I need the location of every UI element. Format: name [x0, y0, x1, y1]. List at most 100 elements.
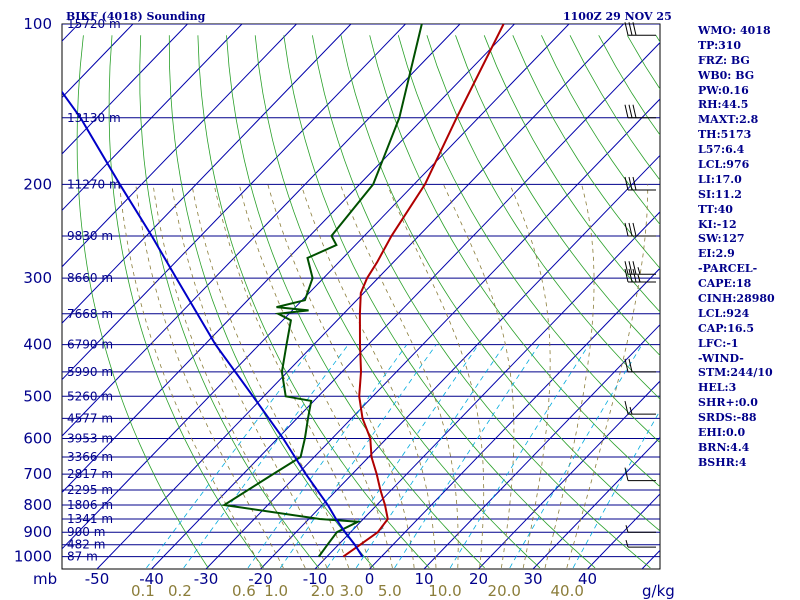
wind-barb-flag: [632, 176, 637, 191]
moist-adiabat: [213, 184, 371, 569]
wind-barb: [624, 22, 656, 36]
index-row: WMO: 4018: [698, 24, 771, 37]
index-row: -PARCEL-: [698, 262, 758, 276]
isotherm-line: [62, 24, 461, 437]
mixing-ratio-line: [394, 344, 540, 569]
moist-adiabat: [566, 184, 649, 569]
moist-adiabat: [443, 184, 515, 568]
wind-barb-flag: [632, 22, 637, 36]
dry-adiabat: [197, 35, 430, 569]
height-label: 3953 m: [67, 431, 113, 445]
dry-adiabat: [483, 35, 660, 313]
height-label: 2817 m: [67, 467, 113, 481]
wind-barb-flag: [624, 222, 629, 237]
index-row: MAXT:2.8: [698, 113, 759, 127]
wind-barb-flag: [624, 176, 629, 191]
index-row: WB0: BG: [698, 68, 755, 82]
temperature-tick-label: -20: [248, 570, 273, 588]
temperature-tick-label: 40: [578, 570, 597, 588]
height-label: 8660 m: [67, 271, 113, 285]
index-row: LCL:924: [698, 306, 750, 320]
pressure-tick-label: 300: [23, 269, 52, 287]
wind-barb: [624, 222, 656, 237]
temperature-tick-label: -10: [303, 570, 328, 588]
index-row: BSHR:4: [698, 455, 747, 469]
temperature-tick-label: 10: [414, 570, 433, 588]
mixing-ratio-line: [509, 344, 643, 569]
wind-barb-half-flag: [637, 274, 641, 283]
height-label: 87 m: [67, 550, 98, 564]
moist-adiabat: [300, 184, 437, 568]
wind-barb-flag: [628, 176, 633, 191]
wind-barb: [624, 176, 656, 191]
index-row: -WIND-: [698, 351, 744, 365]
index-row: CAPE:18: [698, 277, 752, 291]
indices-panel: WMO: 4018 TP:310 FRZ: BG WB0: BG PW:0.16 RH:4…: [698, 24, 800, 471]
isotherm-line: [62, 24, 352, 324]
index-row: KI:-12: [698, 217, 737, 231]
wind-barb-flag: [624, 467, 629, 481]
temperature-tick-label: -30: [194, 570, 219, 588]
index-row: CINH:28980: [698, 292, 775, 306]
mixing-ratio-label: 5.0: [378, 582, 402, 600]
wind-barb-flag: [624, 22, 629, 36]
mixing-ratio-line: [355, 344, 505, 569]
moist-adiabat: [152, 184, 306, 569]
dry-adiabat: [340, 35, 660, 532]
dry-adiabat: [312, 35, 651, 569]
mixing-ratio-line: [326, 344, 479, 569]
height-label: 1806 m: [67, 498, 113, 512]
moist-adiabat: [544, 184, 595, 569]
index-row: LFC:-1: [698, 336, 739, 350]
dry-adiabat: [76, 35, 209, 569]
moist-adiabat: [386, 184, 485, 568]
dry-adiabat: [283, 35, 596, 569]
wind-barb-flag: [628, 261, 633, 275]
isotherm-line: [62, 24, 243, 212]
moist-adiabat: [509, 184, 551, 568]
wind-barb-flag: [628, 104, 633, 118]
index-row: SI:11.2: [698, 187, 742, 201]
index-row: CAP:16.5: [698, 321, 755, 335]
height-label: 4577 m: [67, 411, 113, 425]
isotherm-line: [423, 323, 660, 569]
isotherm-line: [369, 267, 660, 569]
wind-barb: [624, 268, 656, 283]
wind-barb-half-flag: [637, 267, 641, 275]
chart-valid-time: 1100Z 29 NOV 25: [563, 10, 672, 23]
dry-adiabat: [512, 35, 660, 269]
wind-barb: [624, 104, 656, 119]
mixing-ratio-units: g/kg: [642, 582, 675, 600]
index-row: LI:17.0: [698, 172, 742, 186]
wind-barb: [625, 525, 656, 533]
index-row: RH:44.5: [698, 98, 749, 112]
isotherm-line: [62, 24, 406, 381]
moist-adiabat: [267, 184, 415, 568]
isotherm-line: [62, 24, 515, 494]
index-row: BRN:4.4: [698, 440, 750, 454]
wind-barb-flag: [624, 400, 629, 415]
sounding-profiles: [62, 24, 505, 558]
mixing-ratio-label: 2.0: [311, 582, 335, 600]
index-row: SHR+:0.0: [698, 396, 758, 410]
wind-barbs: [624, 22, 656, 548]
height-label: 7668 m: [67, 307, 113, 321]
index-row: FRZ: BG: [698, 53, 750, 67]
index-row: TT:40: [698, 202, 733, 216]
mixing-ratio-line: [247, 344, 408, 569]
temperature-tick-label: -50: [85, 570, 110, 588]
height-label: 900 m: [67, 525, 105, 539]
moist-adiabat: [339, 184, 459, 568]
index-row: LCL:976: [698, 158, 750, 172]
isotherm-line: [260, 154, 660, 569]
wind-barb-flag: [628, 358, 633, 373]
height-label: 482 m: [67, 538, 105, 552]
index-row: HEL:3: [698, 381, 737, 395]
wind-barb-flag: [632, 261, 637, 275]
height-label: 5990 m: [67, 365, 113, 379]
height-label: 9830 m: [67, 229, 113, 243]
dry-adiabat: [455, 35, 660, 356]
wind-barb-flag: [628, 268, 633, 283]
dry-adiabat: [369, 35, 660, 488]
